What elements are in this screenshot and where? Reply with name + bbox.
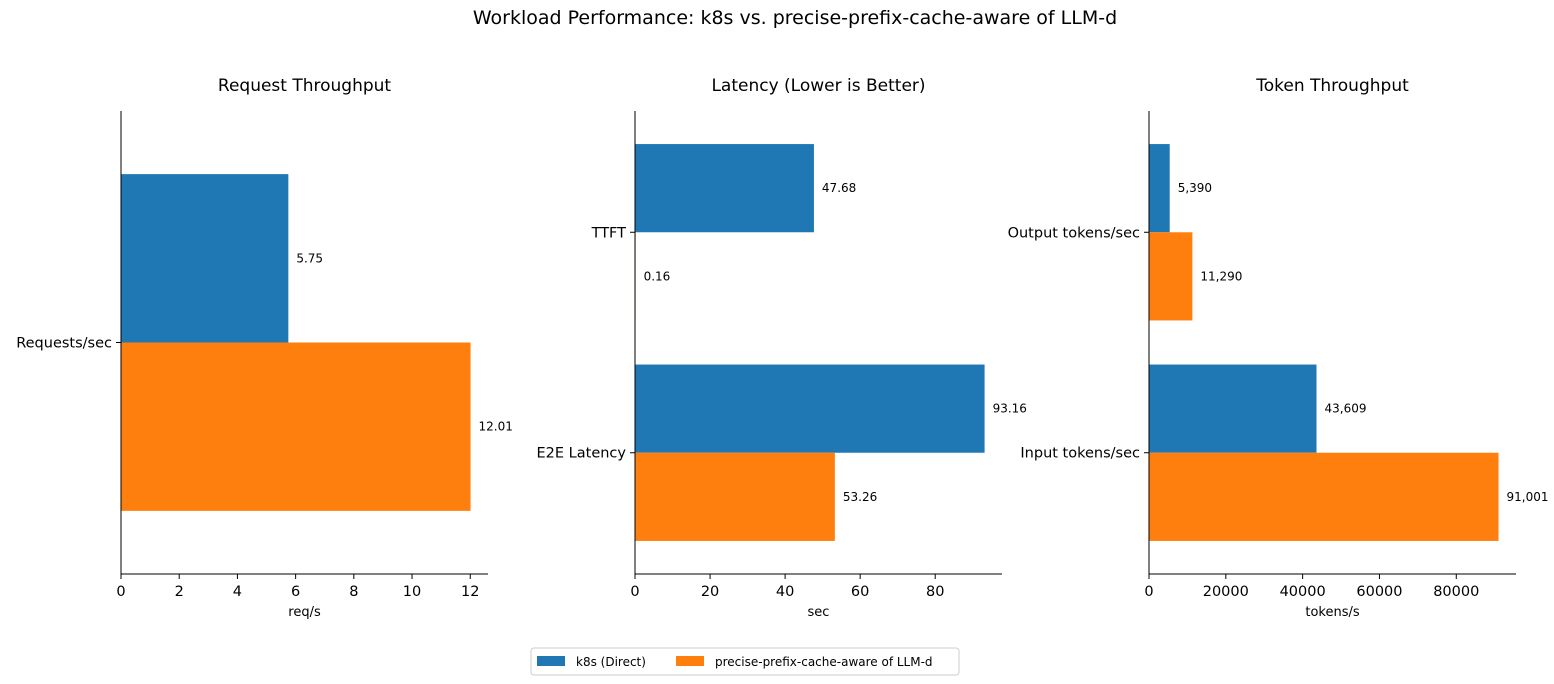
figure-title: Workload Performance: k8s vs. precise-pr… — [473, 7, 1117, 29]
legend-label-llmd: precise-prefix-cache-aware of LLM-d — [715, 655, 933, 669]
x-tick-label: 80000 — [1433, 584, 1479, 600]
data-label: 0.16 — [644, 269, 671, 283]
y-tick-label: Output tokens/sec — [1008, 225, 1140, 241]
x-tick-label: 0 — [116, 584, 125, 600]
x-tick-label: 20 — [701, 584, 719, 600]
bar-llmd-0 — [1149, 232, 1193, 321]
x-tick-label: 80 — [926, 584, 944, 600]
x-tick-label: 0 — [630, 584, 639, 600]
bar-llmd-0 — [121, 342, 471, 511]
x-axis-label: tokens/s — [1305, 605, 1360, 620]
x-tick-label: 10 — [403, 584, 421, 600]
x-tick-label: 12 — [461, 584, 479, 600]
data-label: 43,609 — [1324, 402, 1366, 416]
x-tick-label: 8 — [349, 584, 358, 600]
latency-chart: Latency (Lower is Better) 47.68 93.16 0.16 5… — [537, 76, 1027, 620]
chart-title: Request Throughput — [218, 76, 392, 96]
legend: k8s (Direct) precise-prefix-cache-aware … — [530, 647, 960, 676]
request-throughput-chart: Request Throughput 5.75 12.01 0 2 4 6 8 10 12 Requ… — [16, 76, 513, 620]
data-label: 11,290 — [1200, 269, 1242, 283]
x-axis-label: sec — [808, 605, 830, 620]
bar-k8s-0 — [635, 144, 814, 233]
data-label: 91,001 — [1507, 490, 1549, 504]
token-throughput-chart: Token Throughput 5,390 43,609 11,290 91,001 0… — [1008, 76, 1549, 620]
x-tick-label: 2 — [175, 584, 184, 600]
bar-k8s-1 — [635, 364, 985, 453]
data-label: 47.68 — [822, 181, 856, 195]
y-tick-label: Input tokens/sec — [1020, 446, 1140, 462]
x-tick-label: 60 — [851, 584, 869, 600]
chart-title: Token Throughput — [1255, 76, 1409, 96]
x-tick-label: 4 — [233, 584, 242, 600]
data-label: 53.26 — [843, 490, 877, 504]
data-label: 5,390 — [1178, 181, 1212, 195]
x-axis-label: req/s — [288, 605, 321, 620]
bar-llmd-1 — [635, 452, 835, 541]
bar-k8s-0 — [1149, 144, 1170, 233]
x-tick-label: 60000 — [1356, 584, 1402, 600]
x-tick-label: 40 — [776, 584, 794, 600]
bar-k8s-1 — [1149, 364, 1317, 453]
y-tick-label: TTFT — [591, 225, 627, 241]
y-tick-label: Requests/sec — [16, 336, 112, 352]
data-label: 12.01 — [479, 420, 513, 434]
chart-title: Latency (Lower is Better) — [711, 76, 925, 96]
x-tick-label: 20000 — [1203, 584, 1249, 600]
legend-frame — [530, 647, 960, 676]
x-tick-label: 40000 — [1280, 584, 1326, 600]
legend-swatch-llmd — [676, 656, 704, 666]
legend-swatch-k8s — [537, 656, 565, 666]
legend-label-k8s: k8s (Direct) — [576, 655, 646, 669]
data-label: 93.16 — [993, 402, 1027, 416]
bar-llmd-1 — [1149, 452, 1499, 541]
y-tick-label: E2E Latency — [537, 446, 627, 462]
data-label: 5.75 — [296, 251, 323, 265]
x-tick-label: 0 — [1144, 584, 1153, 600]
x-tick-label: 6 — [291, 584, 300, 600]
bar-k8s-0 — [121, 174, 289, 343]
